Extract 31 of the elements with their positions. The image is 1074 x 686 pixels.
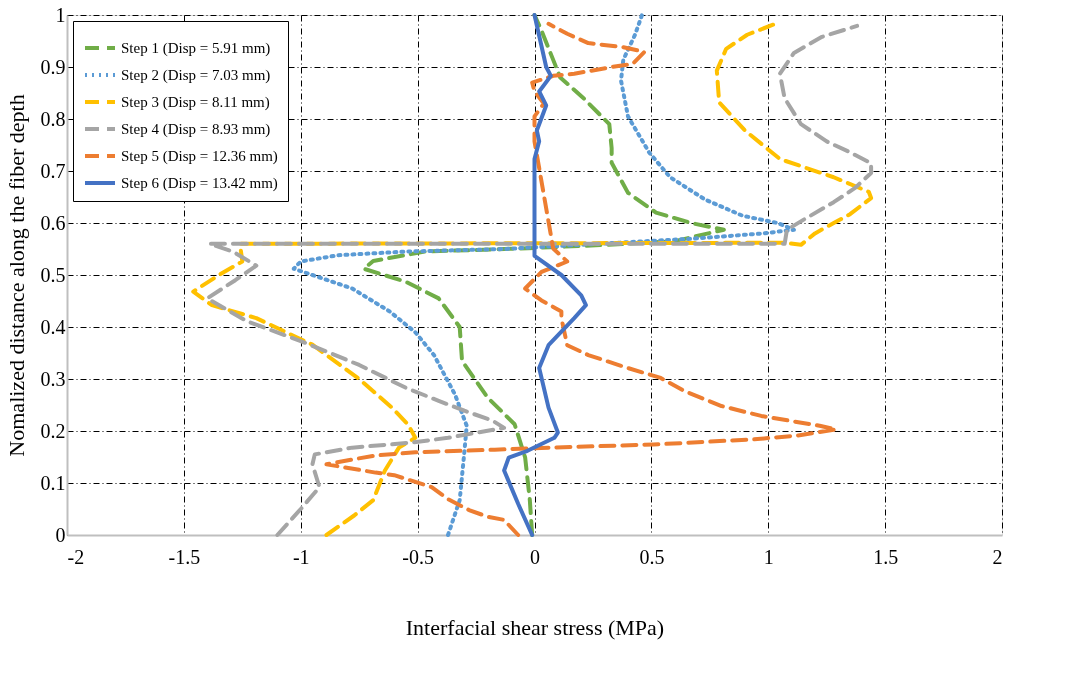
legend-label: Step 6 (Disp = 13.42 mm) bbox=[121, 175, 278, 192]
y-tick-label: 0.7 bbox=[40, 159, 66, 182]
x-axis-title: Interfacial shear stress (MPa) bbox=[405, 614, 665, 640]
legend-label: Step 3 (Disp = 8.11 mm) bbox=[121, 94, 270, 111]
y-tick-label: 0.4 bbox=[40, 315, 66, 338]
x-tick-label: 1.5 bbox=[873, 545, 899, 568]
y-tick-label: 0.1 bbox=[40, 471, 66, 494]
x-tick-label: 1 bbox=[763, 545, 774, 568]
x-tick-label: -2 bbox=[67, 545, 85, 568]
legend-label: Step 2 (Disp = 7.03 mm) bbox=[121, 67, 271, 84]
line-series bbox=[291, 13, 796, 537]
x-tick-label: 0 bbox=[530, 545, 540, 568]
legend-label: Step 4 (Disp = 8.93 mm) bbox=[121, 121, 271, 138]
y-tick-label: 0.8 bbox=[40, 107, 66, 130]
x-tick-label: -1.5 bbox=[168, 545, 201, 568]
x-tick-label: -0.5 bbox=[402, 545, 434, 568]
y-tick-label: 1 bbox=[55, 3, 66, 26]
legend-label: Step 5 (Disp = 12.36 mm) bbox=[121, 148, 278, 165]
y-axis-title: Nomalized distance along the fiber depth bbox=[3, 94, 29, 457]
x-tick-label: 2 bbox=[992, 545, 1003, 568]
line-series bbox=[502, 13, 588, 537]
x-tick-label: -1 bbox=[292, 545, 310, 568]
y-tick-label: 0.2 bbox=[40, 419, 66, 442]
x-tick-label: 0.5 bbox=[639, 545, 665, 568]
y-tick-label: 0.6 bbox=[40, 211, 66, 234]
y-tick-label: 0.9 bbox=[40, 55, 66, 78]
line-series bbox=[324, 21, 839, 537]
y-tick-label: 0 bbox=[55, 523, 66, 546]
y-tick-label: 0.3 bbox=[40, 367, 66, 390]
y-tick-label: 0.5 bbox=[40, 263, 66, 286]
legend-label: Step 1 (Disp = 5.91 mm) bbox=[121, 40, 271, 57]
